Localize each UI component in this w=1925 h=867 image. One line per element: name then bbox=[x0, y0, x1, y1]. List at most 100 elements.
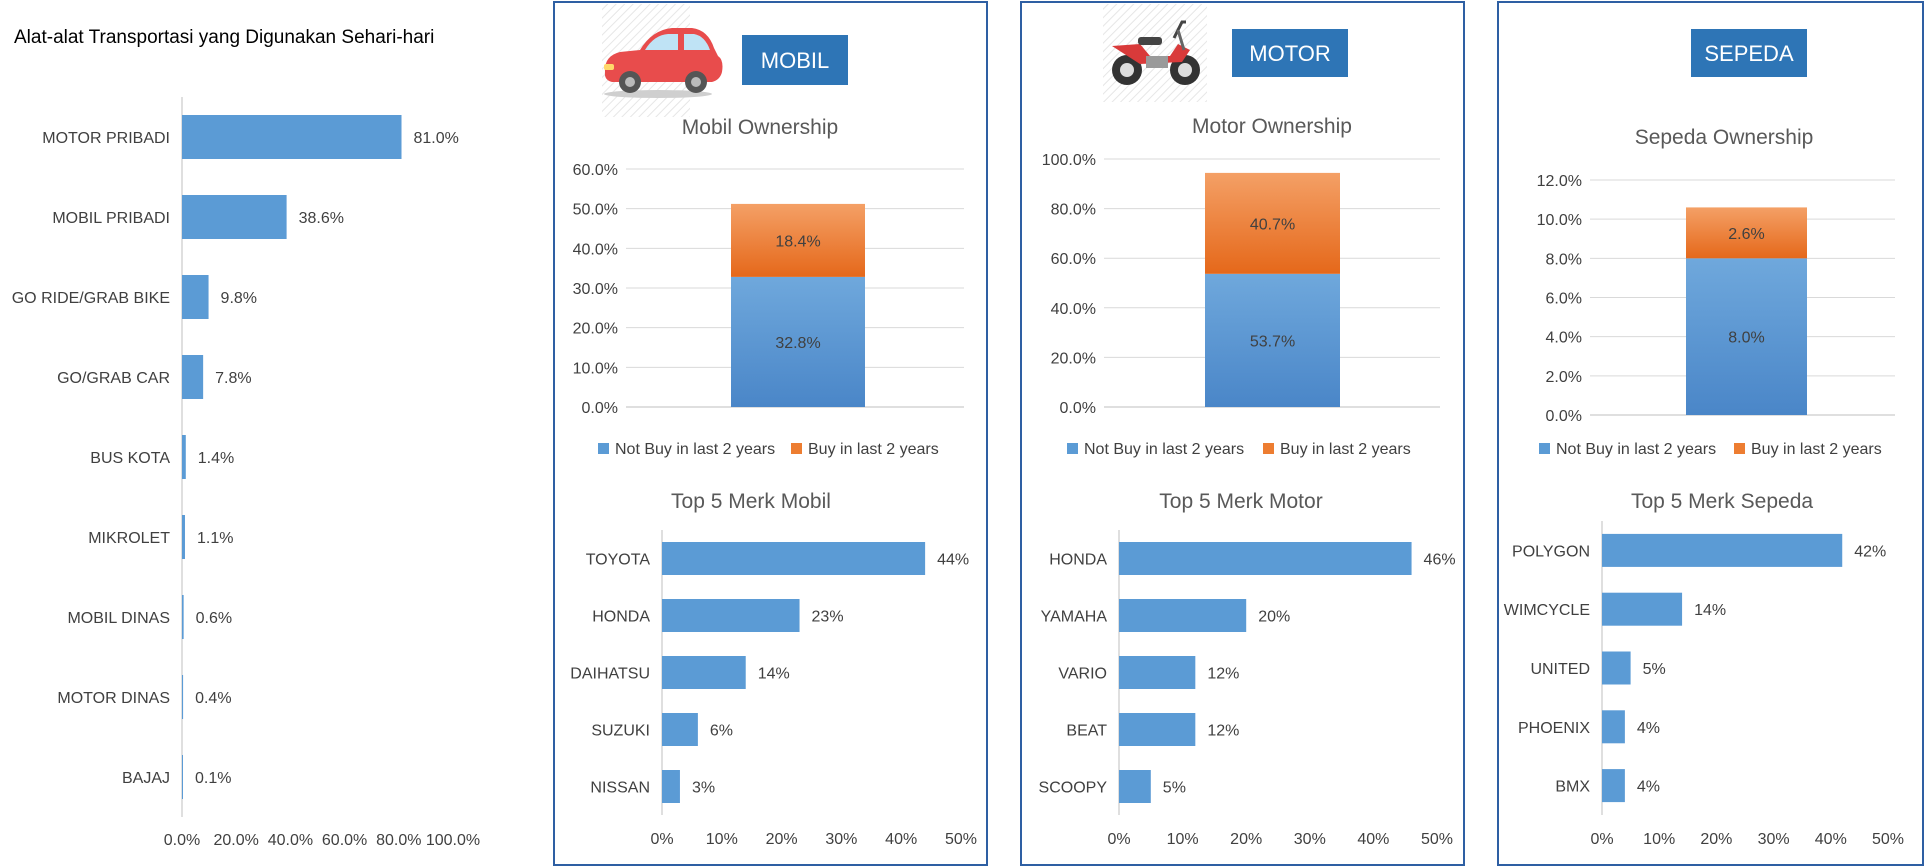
transport-usage-bar bbox=[182, 675, 184, 719]
motor-top5-value-label: 5% bbox=[1163, 780, 1186, 797]
transport-usage-title: Alat-alat Transportasi yang Digunakan Se… bbox=[14, 27, 434, 48]
sepeda-top5-value-label: 4% bbox=[1637, 779, 1660, 796]
mobil-ownership-segment-label: 18.4% bbox=[775, 233, 820, 250]
transport-usage-value-label: 81.0% bbox=[414, 130, 459, 147]
sepeda-top5-bar bbox=[1602, 710, 1625, 744]
mobil-top5-bar bbox=[662, 770, 680, 803]
motor-top5-value-label: 46% bbox=[1424, 552, 1456, 569]
sepeda-ownership-y-tick-label: 2.0% bbox=[1546, 369, 1582, 386]
motor-top5-x-tick-label: 50% bbox=[1421, 831, 1453, 848]
motor-ownership-legend-swatch-buy bbox=[1263, 443, 1274, 454]
sepeda-top5-value-label: 5% bbox=[1643, 661, 1666, 678]
sepeda-top5-value-label: 4% bbox=[1637, 720, 1660, 737]
mobil-ownership-legend-swatch-not-buy bbox=[598, 443, 609, 454]
motorcycle-icon bbox=[1103, 4, 1207, 102]
transport-usage-bar bbox=[182, 115, 402, 159]
transport-usage-category-label: MIKROLET bbox=[88, 530, 170, 547]
mobil-top5-value-label: 44% bbox=[937, 552, 969, 569]
transport-usage-bar bbox=[182, 595, 184, 639]
mobil-ownership-legend: Not Buy in last 2 years Buy in last 2 yea… bbox=[598, 441, 939, 458]
sepeda-top5-bar bbox=[1602, 651, 1631, 685]
sepeda-top5-x-tick-label: 20% bbox=[1700, 831, 1732, 848]
motor-ownership-legend-swatch-not-buy bbox=[1067, 443, 1078, 454]
mobil-ownership-legend-swatch-buy bbox=[791, 443, 802, 454]
transport-usage-bar bbox=[182, 515, 185, 559]
mobil-top5-category-label: HONDA bbox=[592, 609, 650, 626]
mobil-ownership-y-tick-label: 10.0% bbox=[573, 360, 618, 377]
sepeda-ownership-legend-label: Buy in last 2 years bbox=[1751, 441, 1882, 458]
transport-usage-bar bbox=[182, 195, 287, 239]
mobil-top5-value-label: 6% bbox=[710, 723, 733, 740]
mobil-top5-bar bbox=[662, 656, 746, 689]
transport-usage-value-label: 7.8% bbox=[215, 370, 251, 387]
mobil-top5-bar bbox=[662, 713, 698, 746]
transport-usage-value-label: 9.8% bbox=[221, 290, 257, 307]
transport-usage-category-label: MOBIL PRIBADI bbox=[52, 210, 170, 227]
transport-usage-category-label: MOTOR PRIBADI bbox=[42, 130, 170, 147]
mobil-top5-value-label: 3% bbox=[692, 780, 715, 797]
mobil-ownership-legend-label: Buy in last 2 years bbox=[808, 441, 939, 458]
sepeda-top5-title: Top 5 Merk Sepeda bbox=[1631, 490, 1813, 513]
transport-usage-value-label: 0.4% bbox=[195, 690, 231, 707]
motor-ownership-segment-buy bbox=[1205, 172, 1340, 274]
mobil-top5-value-label: 23% bbox=[812, 609, 844, 626]
transport-usage-bar bbox=[182, 355, 204, 399]
mobil-top5-x-tick-label: 50% bbox=[945, 831, 977, 848]
transport-usage-category-label: BUS KOTA bbox=[90, 450, 170, 467]
mobil-ownership-legend-label: Not Buy in last 2 years bbox=[615, 441, 775, 458]
sepeda-top5-value-label: 42% bbox=[1854, 543, 1886, 560]
motor-top5-bar bbox=[1119, 770, 1151, 803]
sepeda-ownership-y-tick-label: 8.0% bbox=[1546, 251, 1582, 268]
motor-ownership-y-tick-label: 20.0% bbox=[1051, 350, 1096, 367]
sepeda-top5-category-label: BMX bbox=[1555, 779, 1590, 796]
motor-ownership-legend-label: Not Buy in last 2 years bbox=[1084, 441, 1244, 458]
transport-usage-value-label: 0.6% bbox=[196, 610, 232, 627]
motor-ownership-segment-label: 40.7% bbox=[1250, 216, 1295, 233]
motor-ownership-title: Motor Ownership bbox=[1192, 115, 1352, 138]
mobil-ownership-segment-label: 32.8% bbox=[775, 335, 820, 352]
panel-mobil-header: MOBIL bbox=[602, 4, 848, 117]
transport-usage-chart: Alat-alat Transportasi yang Digunakan Se… bbox=[12, 27, 480, 849]
motor-top5-group: Top 5 Merk Motor HONDA 46% YAMAHA 20% VARIO 12… bbox=[1039, 490, 1456, 848]
motor-top5-value-label: 12% bbox=[1207, 666, 1239, 683]
badge-sepeda-label: SEPEDA bbox=[1704, 41, 1794, 66]
motor-top5-title: Top 5 Merk Motor bbox=[1159, 490, 1322, 513]
transport-usage-category-label: MOTOR DINAS bbox=[57, 690, 170, 707]
motor-ownership-segment-not-buy bbox=[1205, 273, 1340, 407]
motor-top5-bar bbox=[1119, 656, 1196, 689]
panel-sepeda-border bbox=[1497, 1, 1924, 866]
mobil-top5-x-tick-label: 0% bbox=[650, 831, 673, 848]
car-icon bbox=[602, 4, 723, 117]
motor-ownership-y-tick-label: 100.0% bbox=[1042, 152, 1096, 169]
sepeda-ownership-y-tick-label: 12.0% bbox=[1537, 173, 1582, 190]
sepeda-ownership-legend-swatch-buy bbox=[1734, 443, 1745, 454]
transport-usage-bar bbox=[182, 755, 183, 799]
mobil-top5-x-tick-label: 30% bbox=[825, 831, 857, 848]
motor-top5-category-label: HONDA bbox=[1049, 552, 1107, 569]
mobil-top5-bar bbox=[662, 599, 800, 632]
transport-usage-value-label: 0.1% bbox=[195, 770, 231, 787]
motor-top5-x-tick-label: 40% bbox=[1357, 831, 1389, 848]
motor-ownership-segment-label: 53.7% bbox=[1250, 333, 1295, 350]
motor-ownership-y-tick-label: 60.0% bbox=[1051, 251, 1096, 268]
sepeda-top5-x-tick-label: 0% bbox=[1590, 831, 1613, 848]
transport-usage-x-tick-label: 40.0% bbox=[268, 832, 313, 849]
transport-usage-category-label: GO/GRAB CAR bbox=[57, 370, 170, 387]
transport-usage-x-tick-label: 100.0% bbox=[426, 832, 480, 849]
mobil-ownership-title: Mobil Ownership bbox=[682, 116, 838, 139]
motor-ownership-legend: Not Buy in last 2 years Buy in last 2 yea… bbox=[1067, 441, 1411, 458]
sepeda-top5-category-label: WIMCYCLE bbox=[1504, 602, 1590, 619]
sepeda-top5-x-tick-label: 30% bbox=[1758, 831, 1790, 848]
motor-top5-x-tick-label: 20% bbox=[1230, 831, 1262, 848]
mobil-top5-category-label: TOYOTA bbox=[586, 552, 651, 569]
sepeda-ownership-legend-swatch-not-buy bbox=[1539, 443, 1550, 454]
motor-ownership-group: Motor Ownership 0.0% 20.0% 40.0% 60.0% 80.0% 1… bbox=[1042, 115, 1440, 458]
sepeda-top5-value-label: 14% bbox=[1694, 602, 1726, 619]
mobil-ownership-segment-buy bbox=[731, 203, 865, 277]
sepeda-top5-x-tick-label: 10% bbox=[1643, 831, 1675, 848]
mobil-top5-x-tick-label: 10% bbox=[706, 831, 738, 848]
sepeda-ownership-y-tick-label: 0.0% bbox=[1546, 408, 1582, 425]
motor-ownership-y-tick-label: 0.0% bbox=[1060, 400, 1096, 417]
panel-motor-border bbox=[1020, 1, 1465, 866]
transport-usage-bar bbox=[182, 275, 209, 319]
